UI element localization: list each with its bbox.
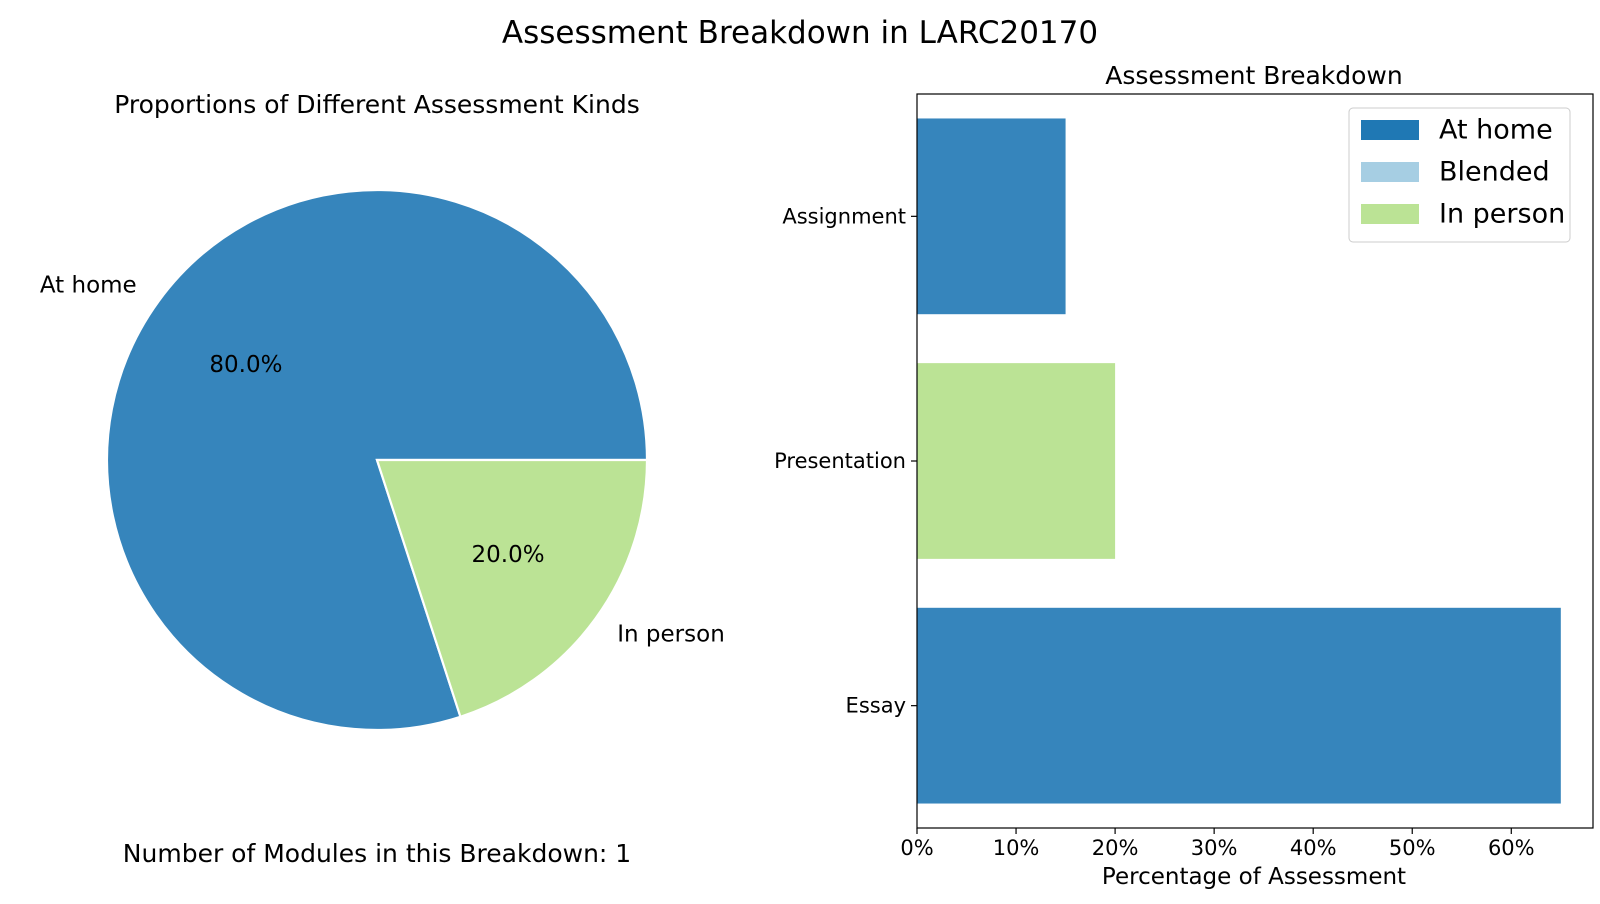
bar-y-ticks: Assignment Presentation Essay [774,204,917,718]
figure-suptitle: Assessment Breakdown in LARC20170 [502,15,1098,51]
bar-x-ticks: 0% 10% 20% 30% 40% 50% 60% [900,828,1535,860]
bar-chart-title: Assessment Breakdown [1105,61,1402,90]
bar-chart: Assessment Breakdown Assignment Presentat… [774,61,1594,890]
x-tick-label-0: 0% [900,836,933,860]
pie-pct-label-at-home: 80.0% [209,352,282,378]
pie-chart: Proportions of Different Assessment Kind… [40,90,725,732]
legend-swatch-in-person [1361,204,1419,224]
pie-label-in-person: In person [617,622,725,648]
modules-count-footnote: Number of Modules in this Breakdown: 1 [123,839,631,868]
x-tick-label-10: 10% [993,836,1040,860]
x-tick-label-50: 50% [1389,836,1436,860]
pie-labels: At home 80.0% In person 20.0% [40,272,725,647]
legend-swatch-at-home [1361,120,1419,140]
bar-assignment [917,118,1066,315]
x-tick-label-60: 60% [1488,836,1535,860]
legend-swatch-blended [1361,162,1419,182]
bar-presentation [917,363,1116,559]
y-tick-label-essay: Essay [846,694,906,718]
pie-wedges [105,188,649,732]
bar-chart-legend: At home Blended In person [1348,107,1571,243]
bar-essay [917,607,1561,804]
x-tick-label-30: 30% [1191,836,1238,860]
bar-chart-xlabel: Percentage of Assessment [1102,864,1406,890]
legend-label-blended: Blended [1439,157,1550,188]
legend-label-in-person: In person [1439,199,1565,230]
pie-slice-in-person [375,458,649,719]
x-tick-label-40: 40% [1290,836,1337,860]
pie-label-at-home: At home [40,272,137,298]
bar-rects [917,118,1561,804]
pie-chart-title: Proportions of Different Assessment Kind… [114,90,640,119]
y-tick-label-presentation: Presentation [774,449,906,473]
pie-pct-label-in-person: 20.0% [472,542,545,568]
legend-label-at-home: At home [1439,115,1553,146]
x-tick-label-20: 20% [1092,836,1139,860]
y-tick-label-assignment: Assignment [782,204,906,228]
